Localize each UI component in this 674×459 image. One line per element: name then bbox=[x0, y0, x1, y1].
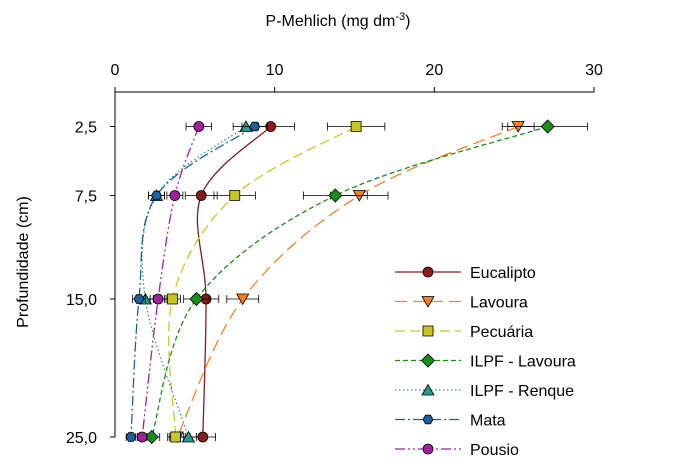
marker bbox=[181, 430, 196, 443]
series-line bbox=[141, 125, 247, 438]
marker bbox=[167, 293, 178, 305]
y-axis-title: Profundidade (cm) bbox=[15, 196, 32, 328]
series-line bbox=[196, 126, 272, 438]
series-line bbox=[141, 126, 200, 438]
series-line bbox=[151, 125, 548, 438]
marker bbox=[169, 190, 181, 201]
x-axis-title: P-Mehlich (mg dm-3) bbox=[266, 11, 411, 30]
marker bbox=[422, 325, 434, 337]
marker bbox=[328, 188, 343, 203]
marker bbox=[189, 291, 204, 307]
marker bbox=[236, 293, 250, 306]
series-line bbox=[168, 125, 357, 438]
x-axis-title-sup: -3 bbox=[395, 11, 405, 23]
series-line bbox=[130, 125, 256, 438]
marker bbox=[421, 383, 435, 396]
marker bbox=[152, 293, 164, 305]
marker bbox=[422, 266, 434, 278]
marker bbox=[350, 121, 362, 132]
x-axis-title-main: P-Mehlich (mg dm bbox=[266, 13, 396, 30]
legend-label: Lavoura bbox=[470, 295, 528, 312]
marker bbox=[125, 432, 137, 442]
marker bbox=[420, 353, 436, 368]
y-tick-label: 2,5 bbox=[75, 120, 97, 137]
marker bbox=[197, 431, 209, 443]
y-tick-label: 25,0 bbox=[66, 430, 97, 447]
marker bbox=[229, 190, 241, 201]
marker bbox=[540, 119, 555, 134]
marker bbox=[249, 121, 261, 132]
x-tick-label: 30 bbox=[585, 62, 603, 79]
marker bbox=[421, 296, 435, 308]
x-tick-label: 10 bbox=[266, 62, 284, 79]
marker bbox=[422, 443, 434, 455]
y-tick-label: 15,0 bbox=[66, 292, 97, 309]
legend-label: Mata bbox=[470, 413, 506, 430]
marker bbox=[133, 294, 145, 304]
marker bbox=[170, 431, 182, 443]
x-tick-label: 20 bbox=[425, 62, 443, 79]
marker bbox=[195, 190, 207, 201]
legend-label: Eucalipto bbox=[470, 265, 536, 282]
series-line bbox=[176, 125, 519, 438]
marker bbox=[422, 414, 434, 425]
legend-label: Pecuária bbox=[470, 324, 533, 341]
legend-label: ILPF - Lavoura bbox=[470, 354, 576, 371]
legend-label: Pousio bbox=[470, 442, 519, 459]
x-axis-title-end: ) bbox=[405, 13, 410, 30]
marker bbox=[151, 190, 162, 201]
x-tick-label: 0 bbox=[111, 62, 120, 79]
marker bbox=[136, 431, 148, 443]
marker bbox=[144, 429, 159, 445]
y-tick-label: 7,5 bbox=[75, 189, 97, 206]
legend-label: ILPF - Renque bbox=[470, 383, 574, 400]
marker bbox=[193, 121, 205, 132]
